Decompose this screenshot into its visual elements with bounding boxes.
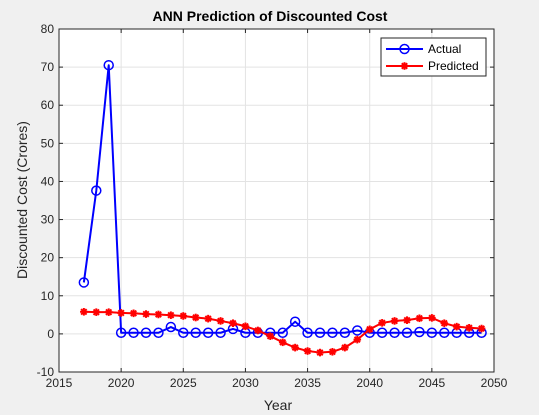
data-point-actual — [327, 327, 338, 338]
data-point-actual — [165, 321, 177, 333]
data-point-actual — [352, 325, 363, 336]
data-point-actual — [140, 327, 152, 338]
data-point-actual — [439, 327, 450, 338]
data-point-predicted — [104, 308, 113, 316]
x-tick-label: 2030 — [232, 376, 259, 390]
data-point-predicted — [229, 319, 237, 328]
data-point-actual — [376, 327, 388, 338]
data-point-actual — [389, 327, 400, 338]
data-point-predicted — [428, 314, 436, 322]
data-point-actual — [115, 327, 127, 338]
legend-label-actual: Actual — [428, 42, 461, 56]
data-point-predicted — [167, 311, 175, 320]
data-point-actual — [178, 327, 189, 338]
y-tick-label: -10 — [37, 365, 55, 379]
data-point-predicted — [465, 323, 473, 332]
data-point-predicted — [278, 338, 287, 347]
legend-label-predicted: Predicted — [428, 59, 479, 73]
y-tick-label: 50 — [41, 136, 55, 150]
y-tick-label: 70 — [41, 60, 55, 74]
data-point-actual — [414, 326, 425, 338]
legend-star-glyph — [400, 62, 409, 70]
data-point-predicted — [291, 343, 299, 352]
plot-border — [58, 28, 495, 373]
data-point-predicted — [390, 317, 399, 325]
legend-swatch-predicted-marker — [400, 62, 409, 70]
data-point-predicted — [328, 348, 337, 356]
data-point-actual — [277, 327, 288, 338]
data-point-actual — [401, 327, 413, 338]
y-tick-label: 80 — [41, 22, 55, 36]
legend-swatch-actual-marker — [399, 43, 410, 55]
y-tick-label: 20 — [41, 251, 55, 265]
y-tick-label: 40 — [41, 174, 55, 188]
y-tick-label: 30 — [41, 213, 55, 227]
y-tick-label: 0 — [47, 327, 54, 341]
data-point-predicted — [142, 310, 150, 318]
data-point-actual — [202, 327, 214, 338]
x-tick-label: 2045 — [419, 376, 446, 390]
chart-title: ANN Prediction of Discounted Cost — [153, 8, 388, 24]
data-point-predicted — [179, 312, 188, 320]
data-point-actual — [78, 277, 90, 288]
data-point-predicted — [440, 319, 449, 328]
data-point-predicted — [254, 326, 262, 335]
data-point-predicted — [241, 322, 250, 331]
data-point-actual — [314, 327, 326, 338]
data-point-predicted — [80, 307, 88, 316]
data-point-actual — [426, 327, 438, 338]
data-point-predicted — [353, 335, 362, 344]
legend-box — [380, 37, 487, 77]
data-point-predicted — [316, 348, 324, 357]
data-point-predicted — [92, 308, 101, 316]
data-point-predicted — [117, 309, 125, 317]
data-point-predicted — [365, 325, 374, 334]
data-point-predicted — [154, 310, 163, 319]
data-point-predicted — [204, 314, 212, 323]
data-point-predicted — [303, 347, 312, 355]
data-point-predicted — [191, 313, 200, 322]
x-tick-label: 2025 — [170, 376, 197, 390]
data-point-actual — [190, 327, 201, 338]
data-point-actual — [215, 327, 226, 338]
data-point-predicted — [266, 332, 275, 340]
data-point-actual — [91, 185, 102, 196]
data-point-actual — [153, 327, 164, 338]
y-tick-label: 60 — [41, 98, 55, 112]
y-tick-label: 10 — [41, 289, 55, 303]
y-axis-label: Discounted Cost (Crores) — [14, 121, 30, 279]
data-point-actual — [103, 59, 114, 71]
x-tick-label: 2020 — [108, 376, 135, 390]
data-point-actual — [302, 327, 313, 338]
axis-ticks: 2015 2020 2025 2030 2035 2040 2045 2050-1001020… — [37, 22, 508, 390]
x-axis-label: Year — [264, 397, 293, 413]
data-point-predicted — [378, 319, 386, 327]
data-point-predicted — [415, 314, 424, 323]
data-point-actual — [128, 327, 139, 338]
data-point-predicted — [477, 324, 486, 333]
plot-area — [59, 29, 494, 372]
data-point-predicted — [129, 309, 138, 318]
data-point-predicted — [452, 322, 461, 331]
x-tick-label: 2015 — [46, 376, 73, 390]
x-tick-label: 2040 — [356, 376, 383, 390]
series-layer — [78, 59, 487, 357]
data-point-predicted — [216, 317, 225, 325]
data-point-predicted — [403, 316, 411, 324]
data-point-predicted — [341, 343, 349, 352]
x-tick-label: 2035 — [294, 376, 321, 390]
data-point-actual — [339, 327, 351, 338]
x-tick-label: 2050 — [481, 376, 508, 390]
legend: Actual Predicted — [380, 37, 487, 77]
data-point-actual — [289, 316, 301, 327]
